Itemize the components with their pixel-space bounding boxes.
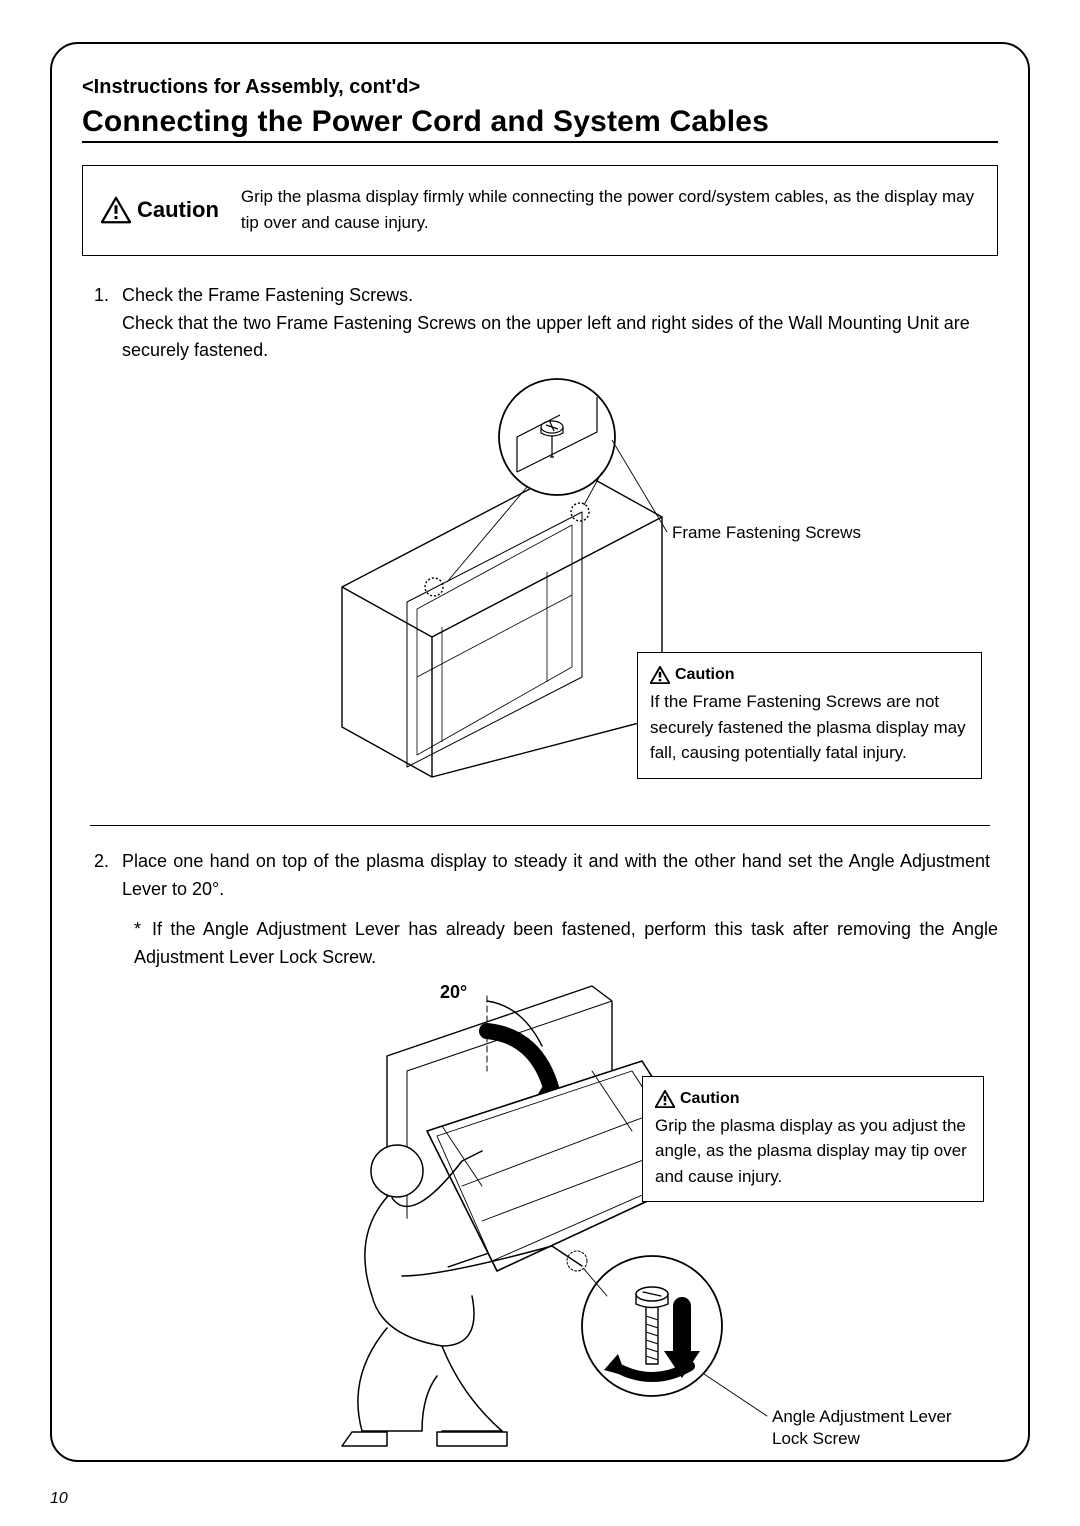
figure-2: 20° xyxy=(82,976,998,1456)
step-2: 2. Place one hand on top of the plasma d… xyxy=(94,848,990,904)
figure-1: Frame Fastening Screws Caution If the Fr… xyxy=(82,377,998,807)
page-frame: <Instructions for Assembly, cont'd> Conn… xyxy=(50,42,1030,1462)
step-1-body: Check that the two Frame Fastening Screw… xyxy=(122,313,970,361)
step-2-note: *If the Angle Adjustment Lever has alrea… xyxy=(134,916,998,972)
callout-lock-screw: Angle Adjustment Lever Lock Screw xyxy=(772,1406,992,1450)
callout-frame-screws: Frame Fastening Screws xyxy=(672,522,861,544)
section-divider xyxy=(90,825,990,826)
figure-2-illustration xyxy=(292,976,812,1451)
step-1: 1. Check the Frame Fastening Screws. Che… xyxy=(94,282,998,366)
page-number: 10 xyxy=(50,1490,68,1508)
caution-fig2-label: Caution xyxy=(680,1087,740,1111)
caution-label-text: Caution xyxy=(137,197,219,223)
caution-box-fig2: Caution Grip the plasma display as you a… xyxy=(642,1076,984,1203)
asterisk: * xyxy=(134,916,152,944)
page-title: Connecting the Power Cord and System Cab… xyxy=(82,105,998,139)
step-2-note-text: If the Angle Adjustment Lever has alread… xyxy=(134,919,998,967)
step-2-number: 2. xyxy=(94,848,116,876)
breadcrumb: <Instructions for Assembly, cont'd> xyxy=(82,76,998,99)
warning-icon xyxy=(650,666,670,684)
caution-main-text: Grip the plasma display firmly while con… xyxy=(241,184,979,237)
warning-icon xyxy=(655,1090,675,1108)
warning-icon xyxy=(101,196,131,224)
step-2-body: Place one hand on top of the plasma disp… xyxy=(122,848,990,904)
caution-fig1-label: Caution xyxy=(675,663,735,687)
step-1-title: Check the Frame Fastening Screws. xyxy=(122,285,413,305)
caution-box-fig1: Caution If the Frame Fastening Screws ar… xyxy=(637,652,982,779)
caution-main-label: Caution xyxy=(101,196,219,224)
caution-fig1-text: If the Frame Fastening Screws are not se… xyxy=(650,689,969,766)
caution-fig2-head: Caution xyxy=(655,1087,971,1111)
heading-rule xyxy=(82,141,998,143)
step-1-number: 1. xyxy=(94,282,116,310)
caution-main-box: Caution Grip the plasma display firmly w… xyxy=(82,165,998,256)
caution-fig2-text: Grip the plasma display as you adjust th… xyxy=(655,1113,971,1190)
caution-fig1-head: Caution xyxy=(650,663,969,687)
